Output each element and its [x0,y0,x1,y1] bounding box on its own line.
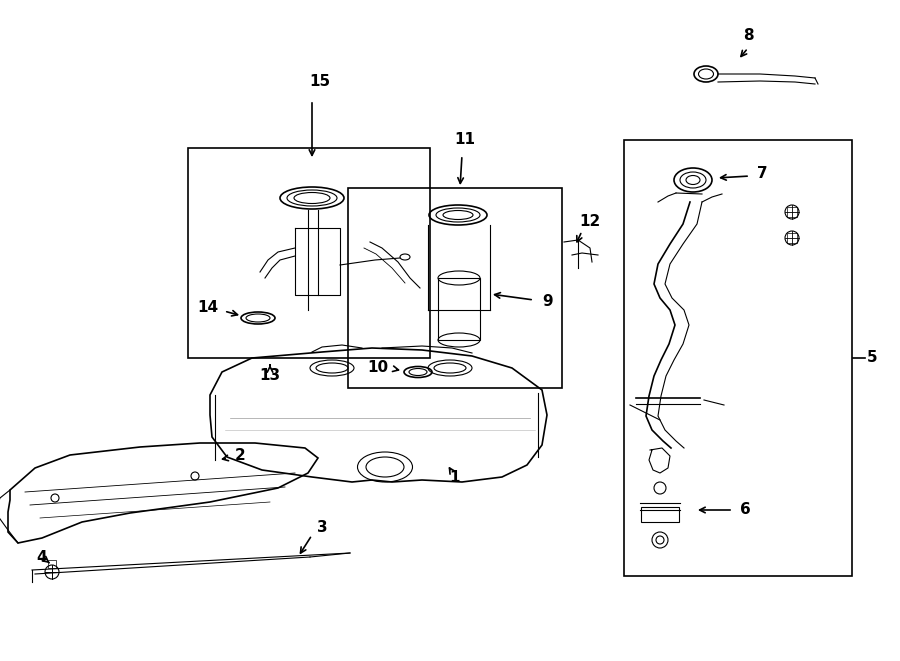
Text: 10: 10 [367,360,389,375]
Text: 14: 14 [197,301,219,315]
Text: 15: 15 [310,75,330,89]
Bar [438,278,480,340]
Bar [787,233,797,243]
Bar [48,560,56,568]
Text: 7: 7 [757,167,768,182]
Text: 12: 12 [580,215,600,229]
Bar [624,140,852,576]
Bar [188,148,430,358]
Text: 5: 5 [867,350,877,366]
Bar [641,507,679,522]
Bar [787,207,797,217]
Bar [348,188,562,388]
Text: 3: 3 [317,520,328,535]
Text: 8: 8 [742,28,753,42]
Text: 4: 4 [37,549,48,564]
Text: 1: 1 [450,471,460,485]
Text: 6: 6 [740,502,751,518]
Text: 2: 2 [235,449,246,463]
Text: 13: 13 [259,368,281,383]
Text: 11: 11 [454,132,475,147]
Text: 9: 9 [543,295,553,309]
